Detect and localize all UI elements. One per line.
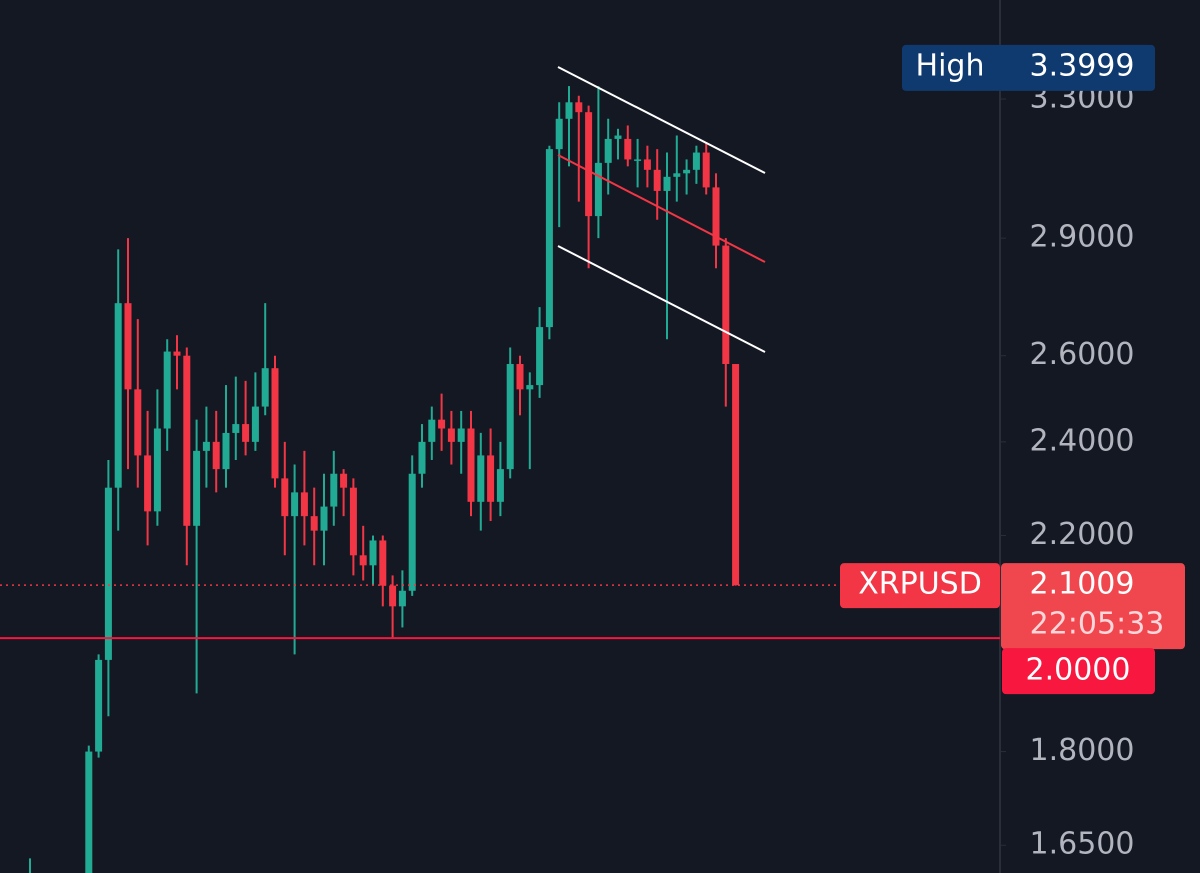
candle-body bbox=[575, 102, 583, 113]
candle-body bbox=[457, 428, 465, 442]
candle-body bbox=[193, 450, 201, 526]
candle-body bbox=[526, 385, 534, 390]
candle-body bbox=[114, 303, 122, 488]
candle-body bbox=[153, 428, 161, 512]
candle-body bbox=[104, 487, 112, 660]
candle-body bbox=[134, 389, 142, 456]
candle-body bbox=[281, 478, 289, 517]
candle-body bbox=[124, 303, 132, 390]
candle-body bbox=[144, 455, 152, 512]
candle-body bbox=[447, 428, 455, 442]
candle-body bbox=[634, 159, 642, 161]
candle-body bbox=[251, 406, 259, 442]
candle-body bbox=[418, 441, 426, 474]
candle-body bbox=[712, 187, 720, 246]
y-tick-label: 2.9000 bbox=[1030, 220, 1135, 255]
candle-body bbox=[379, 540, 387, 586]
candle-body bbox=[692, 152, 700, 170]
candle-body bbox=[506, 364, 514, 470]
candle-body bbox=[271, 368, 279, 479]
level-box bbox=[1002, 648, 1155, 695]
last-price-label: 2.1009 bbox=[1030, 567, 1135, 602]
candle-body bbox=[536, 327, 544, 386]
drawings bbox=[557, 66, 766, 353]
candle-body bbox=[604, 138, 612, 163]
candle-body bbox=[545, 149, 553, 328]
candle-body bbox=[222, 432, 230, 470]
candle-body bbox=[702, 152, 710, 188]
candle-body bbox=[643, 159, 651, 170]
y-tick-label: 2.6000 bbox=[1030, 337, 1135, 372]
candle-body bbox=[722, 245, 730, 365]
candle-body bbox=[624, 138, 632, 160]
candle-body bbox=[389, 585, 397, 607]
symbol-box bbox=[840, 563, 1000, 609]
candle-body bbox=[291, 492, 299, 517]
candle-body bbox=[232, 424, 240, 433]
candle-body bbox=[212, 441, 220, 470]
channel-lower bbox=[557, 245, 766, 353]
candle-body bbox=[516, 364, 524, 390]
y-tick-label: 1.8000 bbox=[1030, 733, 1135, 768]
plot-area bbox=[0, 86, 1000, 873]
channel-middle bbox=[557, 154, 766, 263]
candle-body bbox=[340, 473, 348, 488]
y-tick-label: 2.2000 bbox=[1030, 517, 1135, 552]
y-tick-label: 2.4000 bbox=[1030, 423, 1135, 458]
candle-body bbox=[369, 540, 377, 566]
candle-body bbox=[330, 473, 338, 507]
high-value: 3.3999 bbox=[1030, 48, 1135, 83]
level-label: 2.0000 bbox=[1026, 653, 1131, 688]
candle-body bbox=[653, 169, 661, 191]
y-tick-label: 1.6500 bbox=[1030, 827, 1135, 862]
candle-body bbox=[477, 455, 485, 502]
candle-body bbox=[496, 469, 504, 502]
high-label: High bbox=[916, 48, 985, 83]
candle-body bbox=[95, 659, 103, 752]
candle-body bbox=[408, 473, 416, 591]
countdown: 22:05:33 bbox=[1030, 607, 1165, 642]
candle-body bbox=[183, 355, 191, 526]
candle-body bbox=[349, 487, 357, 556]
candle-body bbox=[300, 492, 308, 517]
symbol-label: XRPUSD bbox=[858, 567, 982, 602]
candle-body bbox=[683, 169, 691, 174]
y-axis: 3.30002.90002.60002.40002.20001.80001.65… bbox=[1000, 81, 1134, 862]
candle-body bbox=[565, 102, 573, 119]
candle-body bbox=[85, 751, 93, 873]
candle-body bbox=[732, 364, 740, 586]
candle-body bbox=[320, 506, 328, 531]
candle-body bbox=[163, 351, 171, 429]
price-labels: High 3.3999 XRPUSD 2.1009 22:05:33 2.0000 bbox=[840, 44, 1185, 695]
candle-body bbox=[242, 424, 250, 442]
channel-upper bbox=[557, 66, 766, 174]
candle-body bbox=[467, 428, 475, 502]
candle-body bbox=[359, 555, 367, 566]
candle-body bbox=[555, 118, 563, 150]
last-price-box bbox=[1001, 563, 1185, 650]
candle-body bbox=[202, 441, 210, 451]
candle-body bbox=[594, 162, 602, 217]
candle-body bbox=[585, 112, 593, 217]
candle-body bbox=[438, 419, 446, 429]
candle-body bbox=[673, 173, 681, 177]
candle-body bbox=[310, 516, 318, 531]
high-box bbox=[902, 44, 1155, 91]
candle-body bbox=[487, 455, 495, 502]
candle-body bbox=[398, 590, 406, 607]
candle-body bbox=[614, 135, 622, 139]
candle-body bbox=[663, 176, 671, 191]
candle-body bbox=[428, 419, 436, 442]
candle-body bbox=[173, 351, 181, 356]
candle-body bbox=[261, 368, 269, 407]
